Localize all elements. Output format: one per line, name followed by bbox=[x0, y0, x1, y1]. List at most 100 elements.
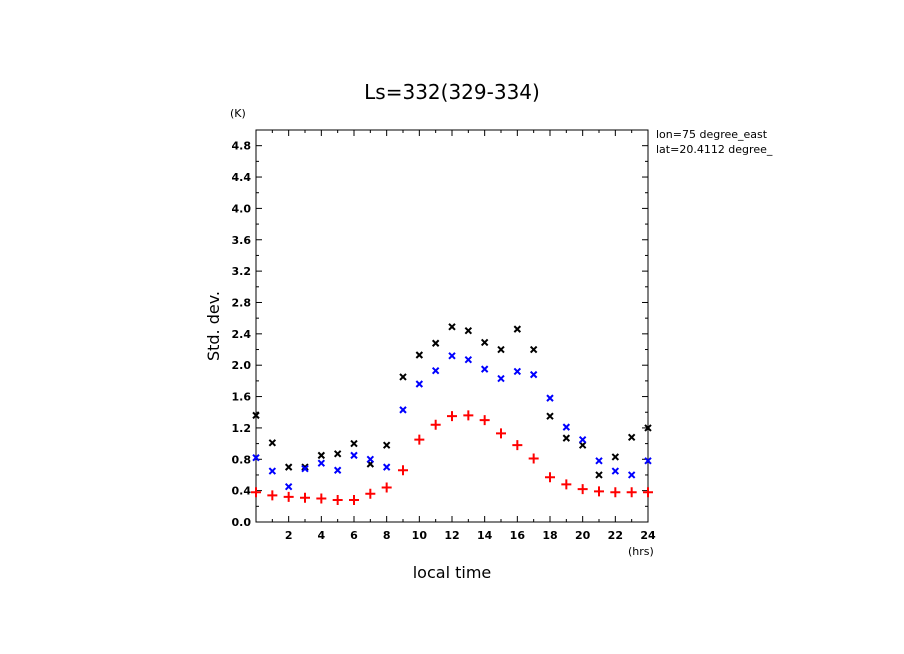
data-point bbox=[268, 439, 277, 447]
y-tick-label: 1.2 bbox=[232, 422, 252, 435]
data-point bbox=[415, 351, 424, 359]
data-point bbox=[251, 487, 261, 498]
data-point bbox=[430, 419, 441, 430]
data-point bbox=[448, 352, 456, 360]
data-point bbox=[578, 435, 587, 444]
data-point bbox=[268, 467, 277, 475]
series-2 bbox=[251, 410, 653, 506]
data-point bbox=[349, 495, 359, 506]
y-tick-label: 3.6 bbox=[232, 234, 252, 247]
data-point bbox=[399, 406, 407, 414]
data-point bbox=[611, 453, 620, 461]
data-point bbox=[366, 455, 375, 463]
y-axis-label: Std. dev. bbox=[204, 291, 223, 361]
data-point bbox=[577, 484, 588, 495]
y-tick-label: 0.4 bbox=[232, 485, 252, 498]
data-point bbox=[448, 323, 456, 331]
axis-ticks: 2 4 6 8 10 12 14 16 18 20 22 240.00.40.81.21.62.02.… bbox=[232, 129, 656, 542]
y-tick-label: 2.4 bbox=[232, 328, 252, 341]
data-point bbox=[627, 471, 636, 479]
data-point bbox=[332, 495, 343, 506]
y-tick-label: 0.8 bbox=[232, 453, 252, 466]
data-point bbox=[594, 486, 604, 497]
x-tick-label: 24 bbox=[640, 529, 656, 542]
x-tick-label: 4 bbox=[318, 529, 326, 542]
x-tick-label: 12 bbox=[444, 529, 459, 542]
y-tick-label: 3.2 bbox=[232, 265, 252, 278]
data-point bbox=[431, 366, 440, 375]
data-point bbox=[382, 441, 391, 449]
data-point bbox=[595, 471, 603, 479]
data-point bbox=[382, 463, 391, 471]
data-point bbox=[479, 415, 490, 426]
x-tick-label: 6 bbox=[350, 529, 358, 542]
x-tick-label: 18 bbox=[542, 529, 557, 542]
data-point bbox=[284, 463, 293, 471]
data-point bbox=[300, 492, 310, 503]
data-point bbox=[496, 428, 506, 439]
x-tick-label: 2 bbox=[285, 529, 293, 542]
data-point bbox=[267, 490, 278, 501]
data-point bbox=[545, 472, 555, 483]
data-point bbox=[463, 410, 474, 421]
y-tick-label: 2.8 bbox=[232, 296, 252, 309]
data-point bbox=[626, 487, 637, 498]
y-tick-label: 4.8 bbox=[232, 140, 252, 153]
data-point bbox=[317, 459, 326, 467]
data-points bbox=[251, 323, 653, 506]
data-point bbox=[399, 373, 407, 381]
data-point bbox=[611, 467, 620, 475]
data-point bbox=[546, 412, 554, 420]
data-point bbox=[301, 464, 309, 473]
x-axis-label: local time bbox=[413, 563, 492, 582]
x-unit-label: (hrs) bbox=[628, 545, 654, 558]
data-point bbox=[464, 356, 473, 364]
data-point bbox=[415, 380, 424, 388]
y-tick-label: 1.6 bbox=[232, 391, 252, 404]
data-point bbox=[350, 439, 358, 448]
data-point bbox=[529, 370, 538, 379]
data-point bbox=[595, 457, 603, 465]
x-tick-label: 10 bbox=[412, 529, 428, 542]
x-tick-label: 16 bbox=[510, 529, 526, 542]
data-point bbox=[284, 483, 293, 491]
data-point bbox=[333, 466, 342, 474]
data-point bbox=[627, 433, 636, 442]
data-point bbox=[562, 423, 571, 431]
data-point bbox=[464, 326, 473, 335]
y-tick-label: 2.0 bbox=[232, 359, 252, 372]
data-point bbox=[252, 411, 260, 420]
data-point bbox=[643, 487, 653, 498]
data-point bbox=[528, 453, 539, 464]
data-point bbox=[513, 325, 522, 333]
chart-title: Ls=332(329-334) bbox=[364, 80, 540, 104]
x-tick-label: 8 bbox=[383, 529, 391, 542]
data-point bbox=[610, 487, 621, 498]
data-point bbox=[529, 345, 538, 354]
data-point bbox=[283, 491, 294, 502]
y-unit-label: (K) bbox=[230, 107, 246, 120]
data-point bbox=[447, 411, 457, 422]
data-point bbox=[512, 440, 523, 451]
y-tick-label: 4.4 bbox=[232, 171, 252, 184]
data-point bbox=[414, 434, 425, 445]
data-point bbox=[365, 488, 376, 499]
data-point bbox=[480, 365, 489, 373]
data-point bbox=[513, 367, 522, 376]
data-point bbox=[578, 441, 587, 449]
data-point bbox=[480, 338, 489, 347]
data-point bbox=[398, 465, 408, 476]
data-point bbox=[644, 457, 652, 465]
data-point bbox=[252, 454, 260, 462]
data-point bbox=[333, 450, 342, 458]
annotation-lat: lat=20.4112 degree_ bbox=[656, 143, 773, 156]
y-tick-label: 0.0 bbox=[232, 516, 252, 529]
data-point bbox=[431, 339, 440, 347]
data-point bbox=[381, 482, 392, 493]
data-point bbox=[562, 434, 571, 442]
x-tick-label: 14 bbox=[477, 529, 493, 542]
x-tick-label: 22 bbox=[608, 529, 623, 542]
series-0 bbox=[252, 323, 652, 479]
data-point bbox=[546, 394, 554, 402]
